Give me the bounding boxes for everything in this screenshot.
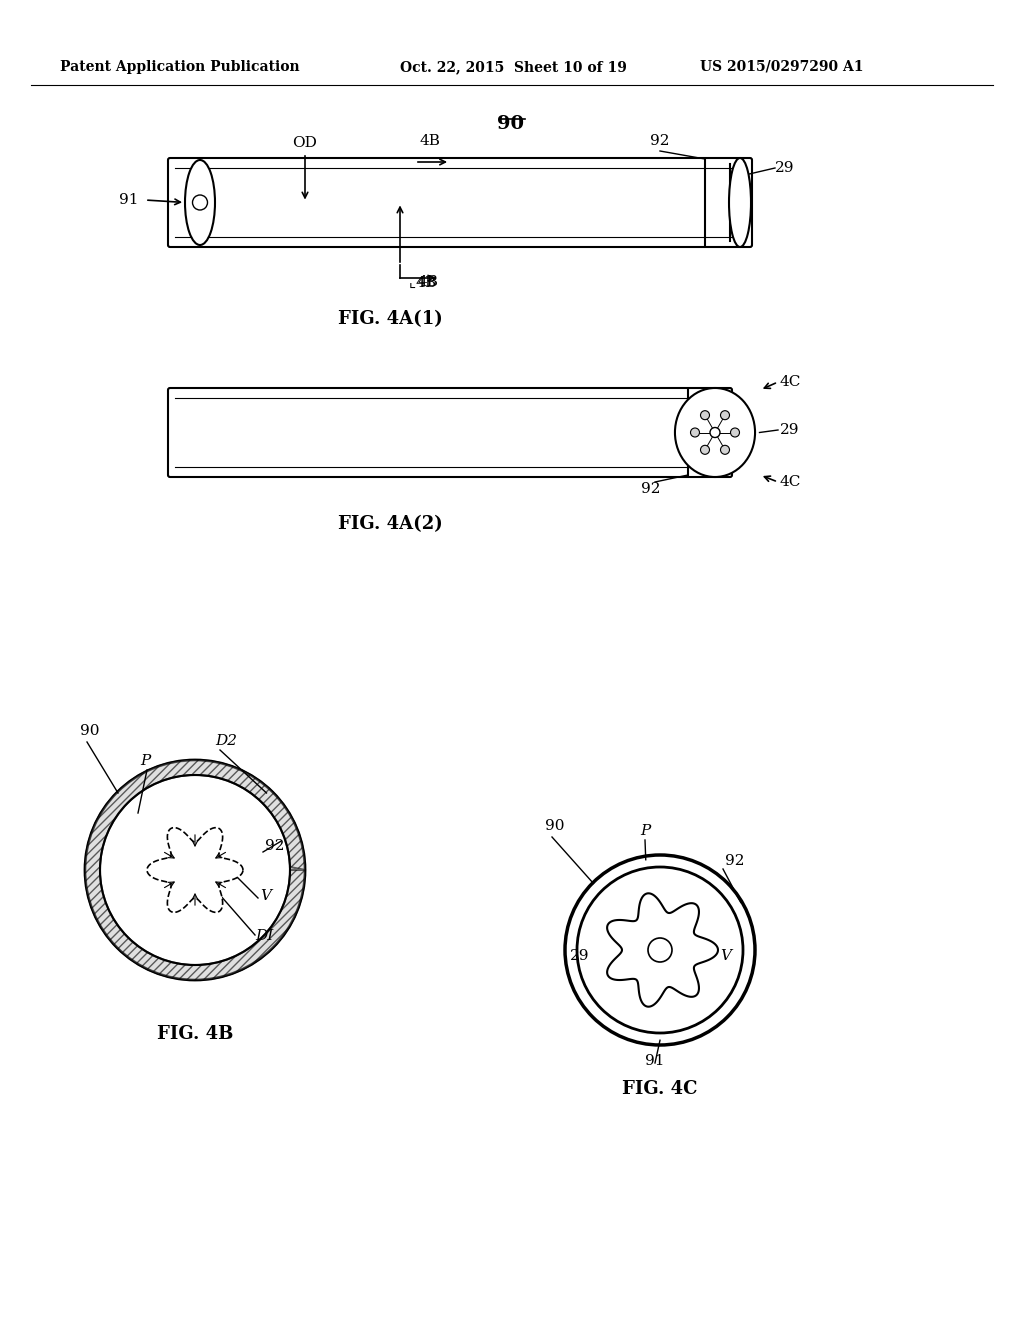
Ellipse shape	[700, 445, 710, 454]
Text: 4B: 4B	[418, 275, 439, 289]
Text: 4C: 4C	[780, 375, 802, 389]
Ellipse shape	[700, 411, 710, 420]
Text: Patent Application Publication: Patent Application Publication	[60, 59, 300, 74]
Polygon shape	[607, 894, 718, 1007]
Text: 90: 90	[497, 115, 523, 133]
Text: 91: 91	[119, 193, 138, 207]
Text: $\llcorner$4B: $\llcorner$4B	[408, 275, 437, 290]
Text: 90: 90	[80, 723, 99, 738]
Ellipse shape	[185, 160, 215, 246]
Circle shape	[577, 867, 743, 1034]
Text: V: V	[720, 949, 731, 964]
Text: 29: 29	[775, 161, 795, 176]
Text: 92: 92	[640, 482, 660, 496]
Ellipse shape	[729, 158, 751, 247]
Text: P: P	[140, 754, 151, 768]
Ellipse shape	[710, 428, 720, 437]
Circle shape	[85, 760, 305, 979]
Ellipse shape	[721, 411, 729, 420]
Ellipse shape	[193, 195, 208, 210]
Polygon shape	[147, 828, 243, 912]
Text: V: V	[260, 888, 271, 903]
Circle shape	[565, 855, 755, 1045]
Text: 4C: 4C	[780, 475, 802, 488]
Text: 91: 91	[645, 1053, 665, 1068]
Text: FIG. 4A(2): FIG. 4A(2)	[338, 515, 442, 533]
Text: 92: 92	[725, 854, 744, 869]
Text: FIG. 4B: FIG. 4B	[157, 1026, 233, 1043]
Circle shape	[648, 939, 672, 962]
Text: 92: 92	[650, 135, 670, 148]
FancyBboxPatch shape	[168, 158, 752, 247]
Text: 29: 29	[570, 949, 590, 964]
Text: 90: 90	[545, 818, 564, 833]
Text: FIG. 4A(1): FIG. 4A(1)	[338, 310, 442, 327]
Text: OD: OD	[293, 136, 317, 150]
Text: US 2015/0297290 A1: US 2015/0297290 A1	[700, 59, 863, 74]
PathPatch shape	[85, 760, 305, 979]
Text: 4B: 4B	[420, 135, 441, 148]
Text: Oct. 22, 2015  Sheet 10 of 19: Oct. 22, 2015 Sheet 10 of 19	[400, 59, 627, 74]
Text: 29: 29	[780, 422, 800, 437]
Ellipse shape	[730, 428, 739, 437]
Ellipse shape	[721, 445, 729, 454]
Text: DI: DI	[255, 929, 273, 942]
Text: 92: 92	[265, 840, 285, 853]
Text: D2: D2	[215, 734, 237, 748]
Text: P: P	[640, 824, 650, 838]
Text: FIG. 4C: FIG. 4C	[623, 1080, 697, 1098]
FancyBboxPatch shape	[168, 388, 732, 477]
Ellipse shape	[675, 388, 755, 477]
Ellipse shape	[690, 428, 699, 437]
